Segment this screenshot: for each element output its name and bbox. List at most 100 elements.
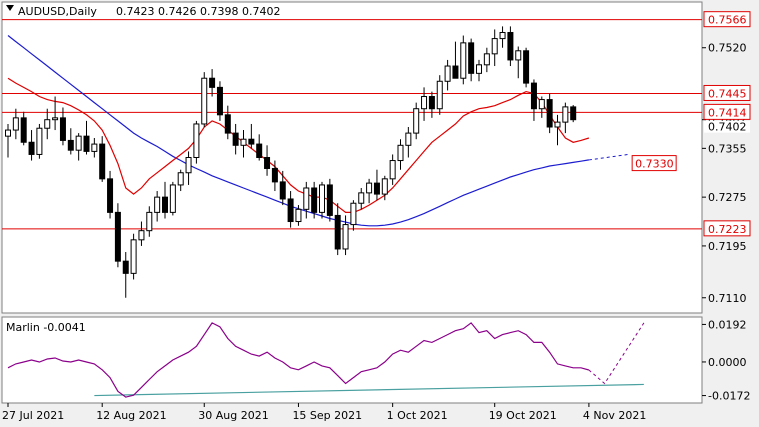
- candle[interactable]: [319, 181, 325, 219]
- candle[interactable]: [570, 105, 577, 123]
- candle[interactable]: [75, 133, 82, 161]
- level-label-box: [703, 11, 751, 28]
- candle[interactable]: [546, 93, 553, 134]
- candle[interactable]: [405, 127, 412, 158]
- candle[interactable]: [146, 206, 153, 237]
- candle[interactable]: [162, 181, 168, 219]
- date-tick-label: 15 Sep 2021: [292, 409, 362, 422]
- level-label-box: [703, 220, 751, 237]
- candle[interactable]: [381, 175, 388, 201]
- candle[interactable]: [491, 29, 498, 67]
- candle[interactable]: [67, 128, 74, 155]
- date-tick-label: 30 Aug 2021: [198, 409, 268, 422]
- candle[interactable]: [279, 170, 286, 206]
- oscillator-tick-label: 0.0000: [708, 356, 747, 369]
- candle[interactable]: [538, 96, 545, 118]
- candle[interactable]: [177, 169, 184, 192]
- candle[interactable]: [130, 233, 137, 280]
- date-tick-label: 27 Jul 2021: [2, 409, 64, 422]
- date-tick-label: 19 Oct 2021: [489, 409, 557, 422]
- candle[interactable]: [507, 26, 514, 67]
- candle[interactable]: [193, 120, 200, 164]
- candle[interactable]: [499, 26, 506, 48]
- price-tick-label: 0.7195: [708, 240, 747, 253]
- collapse-triangle-icon[interactable]: [6, 5, 14, 11]
- candle[interactable]: [52, 96, 59, 131]
- candle[interactable]: [287, 191, 294, 228]
- target-label-box: [631, 155, 677, 172]
- candle[interactable]: [216, 81, 223, 121]
- candle[interactable]: [373, 169, 380, 201]
- candle[interactable]: [460, 35, 467, 85]
- candle[interactable]: [452, 41, 459, 79]
- candle[interactable]: [59, 107, 66, 146]
- candle[interactable]: [99, 136, 106, 182]
- candle[interactable]: [413, 102, 420, 140]
- price-tick-label: 0.7110: [708, 292, 747, 305]
- candle[interactable]: [530, 79, 537, 121]
- axis-layer: 0.7520 0.7402 0.7355 0.7275 0.7195 0.7110 0.75…: [2, 11, 751, 422]
- candle[interactable]: [311, 181, 318, 219]
- level-label: 0.7223: [708, 223, 747, 236]
- price-tick-label: 0.7275: [708, 191, 747, 204]
- candle[interactable]: [36, 123, 43, 159]
- candle[interactable]: [389, 154, 396, 185]
- candle[interactable]: [562, 102, 569, 134]
- candle[interactable]: [91, 137, 98, 158]
- candle[interactable]: [326, 178, 333, 222]
- candle[interactable]: [468, 38, 475, 82]
- chart-ohlc: 0.7423 0.7426 0.7398 0.7402: [116, 5, 280, 18]
- candle[interactable]: [240, 130, 247, 158]
- candle[interactable]: [154, 191, 161, 222]
- candle[interactable]: [303, 181, 310, 219]
- chart-header: AUDUSD,Daily 0.7423 0.7426 0.7398 0.7402: [6, 5, 280, 18]
- candle[interactable]: [44, 108, 51, 140]
- candle[interactable]: [232, 123, 239, 155]
- candle[interactable]: [436, 75, 443, 115]
- candle[interactable]: [201, 72, 208, 128]
- candle[interactable]: [295, 205, 302, 226]
- candle[interactable]: [256, 134, 263, 161]
- candle[interactable]: [483, 47, 490, 73]
- candle[interactable]: [209, 69, 216, 97]
- candle[interactable]: [107, 170, 114, 219]
- candle[interactable]: [122, 252, 129, 298]
- candle[interactable]: [271, 160, 278, 192]
- candle[interactable]: [358, 187, 365, 210]
- marlin-oscillator-line[interactable]: [7, 322, 590, 398]
- signal-line[interactable]: [94, 383, 644, 397]
- level-label-box: [703, 84, 751, 101]
- candle[interactable]: [28, 130, 35, 161]
- candle[interactable]: [342, 215, 349, 256]
- candle[interactable]: [554, 114, 561, 146]
- candle[interactable]: [224, 105, 231, 140]
- candle[interactable]: [169, 181, 176, 216]
- candle[interactable]: [397, 139, 404, 170]
- candle[interactable]: [334, 203, 341, 256]
- chart-symbol: AUDUSD,Daily: [18, 5, 97, 18]
- candle[interactable]: [444, 59, 451, 91]
- candle[interactable]: [138, 221, 145, 246]
- candle[interactable]: [523, 47, 530, 88]
- candle[interactable]: [185, 151, 192, 185]
- candle[interactable]: [421, 87, 428, 121]
- candle[interactable]: [5, 123, 11, 158]
- candle[interactable]: [12, 108, 19, 140]
- candle[interactable]: [366, 178, 373, 204]
- indicator-pane[interactable]: [1, 316, 703, 404]
- candle[interactable]: [428, 91, 435, 118]
- candle[interactable]: [515, 46, 522, 79]
- candle[interactable]: [20, 111, 27, 146]
- indicator-title: Marlin -0.0041: [6, 321, 86, 334]
- last-price-label: 0.7402: [708, 121, 747, 134]
- candle[interactable]: [248, 123, 255, 149]
- candle[interactable]: [264, 145, 271, 176]
- candle[interactable]: [114, 203, 121, 268]
- fast-moving-average[interactable]: [7, 77, 590, 213]
- price-pane[interactable]: [1, 1, 703, 314]
- last-price-box: [704, 120, 750, 133]
- candle[interactable]: [476, 59, 482, 82]
- candle[interactable]: [83, 120, 90, 155]
- candle[interactable]: [350, 200, 357, 231]
